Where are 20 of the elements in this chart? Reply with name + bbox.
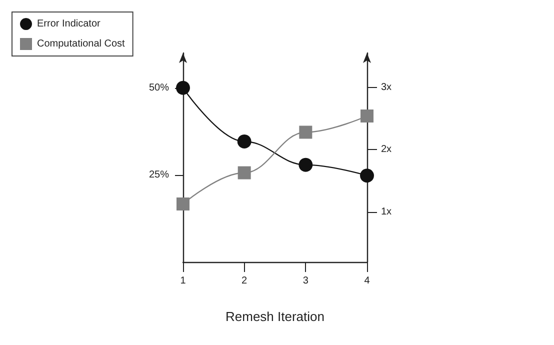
point xyxy=(176,80,190,95)
x-tick-label: 3 xyxy=(302,276,309,286)
point xyxy=(238,166,251,180)
x-tick-label: 1 xyxy=(180,276,186,286)
x-axis-title: Remesh Iteration xyxy=(226,309,324,324)
point xyxy=(298,158,313,172)
y2-tick-label: 2x xyxy=(381,144,392,156)
legend-label: Error Indicator xyxy=(37,18,102,30)
point xyxy=(360,168,374,183)
y-tick-label: 50% xyxy=(148,82,170,94)
x-tick-label: 2 xyxy=(242,276,248,286)
legend-label: Computational Cost xyxy=(37,38,126,50)
point xyxy=(360,110,374,123)
point xyxy=(176,197,190,210)
y2-tick-label: 3x xyxy=(381,82,392,93)
point xyxy=(299,126,312,139)
point xyxy=(237,134,252,148)
y2-tick-label: 1x xyxy=(381,206,392,218)
x-tick-label: 4 xyxy=(364,276,370,286)
y-tick-label: 25% xyxy=(148,169,170,180)
